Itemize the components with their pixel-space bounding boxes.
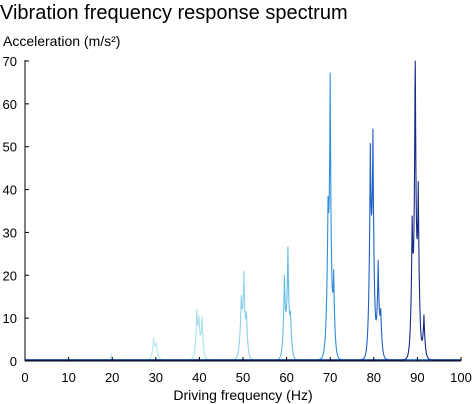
chart-title: Vibration frequency response spectrum — [0, 2, 348, 24]
y-tick-label-70: 70 — [3, 54, 17, 69]
x-tick-label-60: 60 — [279, 370, 293, 385]
y-tick-label-10: 10 — [3, 311, 17, 326]
x-tick-label-40: 40 — [192, 370, 206, 385]
series-line-6 — [24, 72, 462, 361]
series-line-2 — [24, 337, 462, 361]
x-tick-label-30: 30 — [149, 370, 163, 385]
x-tick-label-50: 50 — [236, 370, 250, 385]
series-line-8 — [24, 60, 462, 361]
x-tick-label-90: 90 — [410, 370, 424, 385]
x-tick-label-100: 100 — [450, 370, 472, 385]
x-tick-label-80: 80 — [367, 370, 381, 385]
y-tick-label-0: 0 — [10, 354, 17, 369]
y-tick-label-50: 50 — [3, 140, 17, 155]
series-line-7 — [24, 128, 462, 361]
series-line-3 — [24, 308, 462, 361]
y-axis-label: Acceleration (m/s²) — [3, 33, 121, 49]
x-tick-label-70: 70 — [323, 370, 337, 385]
y-tick-label-20: 20 — [3, 268, 17, 283]
x-tick-label-0: 0 — [21, 370, 28, 385]
y-tick-label-40: 40 — [3, 183, 17, 198]
y-tick-label-30: 30 — [3, 225, 17, 240]
y-tick-label-60: 60 — [3, 97, 17, 112]
x-tick-label-20: 20 — [105, 370, 119, 385]
x-tick-label-10: 10 — [61, 370, 75, 385]
x-axis-label: Driving frequency (Hz) — [173, 387, 312, 403]
series-line-4 — [24, 270, 462, 361]
